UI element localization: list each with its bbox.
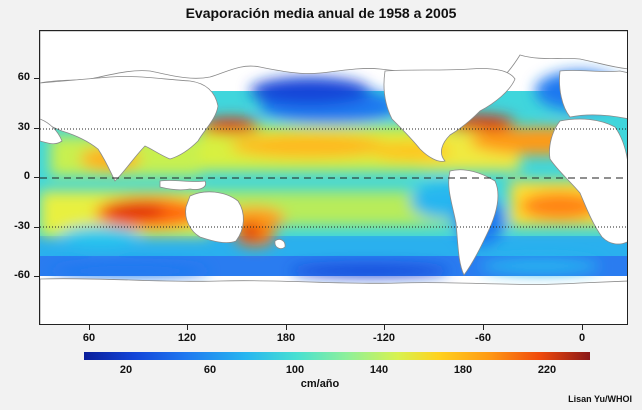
ytick-mark-1 (34, 78, 39, 79)
xtick-label: 120 (177, 332, 197, 344)
colorbar-label: 220 (537, 364, 557, 376)
ytick-label: 60 (17, 71, 30, 83)
ytick-mark-4 (34, 227, 39, 228)
indonesia (159, 180, 207, 191)
xtick-label: 60 (82, 332, 96, 344)
europe (559, 70, 627, 120)
map-title: Evaporación media anual de 1958 a 2005 (185, 5, 457, 21)
ytick-label: 30 (17, 121, 30, 133)
land (40, 31, 627, 324)
xtick-label: -60 (475, 332, 491, 344)
ytick-mark-3 (34, 177, 39, 178)
evaporation-map (39, 30, 628, 325)
colorbar-label: 60 (203, 364, 217, 376)
north-america (383, 68, 516, 162)
colorbar (84, 352, 590, 360)
south-america (448, 169, 499, 276)
xtick-mark-6 (582, 325, 583, 330)
xtick-label: 180 (276, 332, 296, 344)
arabia (40, 118, 63, 145)
ytick-mark-5 (34, 276, 39, 277)
colorbar-label: 140 (369, 364, 389, 376)
ytick-mark-2 (34, 128, 39, 129)
colorbar-label: 20 (119, 364, 133, 376)
map-canvas (40, 31, 627, 324)
credit-text: Lisan Yu/WHOI (568, 394, 632, 404)
xtick-mark-4 (384, 325, 385, 330)
antarctica (40, 278, 627, 324)
eurasia (40, 76, 219, 182)
xtick-mark-2 (187, 325, 188, 330)
xtick-mark-3 (286, 325, 287, 330)
xtick-label: 0 (578, 332, 586, 344)
africa (549, 118, 627, 245)
colorbar-label: 100 (285, 364, 305, 376)
xtick-mark-5 (483, 325, 484, 330)
colorbar-unit: cm/año (300, 378, 340, 390)
ytick-label: -60 (14, 269, 30, 281)
xtick-label: -120 (372, 332, 396, 344)
ytick-label: -30 (14, 220, 30, 232)
xtick-mark-1 (89, 325, 90, 330)
ytick-label: 0 (23, 170, 30, 182)
new-zealand (274, 239, 286, 249)
reference-lines (40, 128, 627, 228)
colorbar-label: 180 (453, 364, 473, 376)
